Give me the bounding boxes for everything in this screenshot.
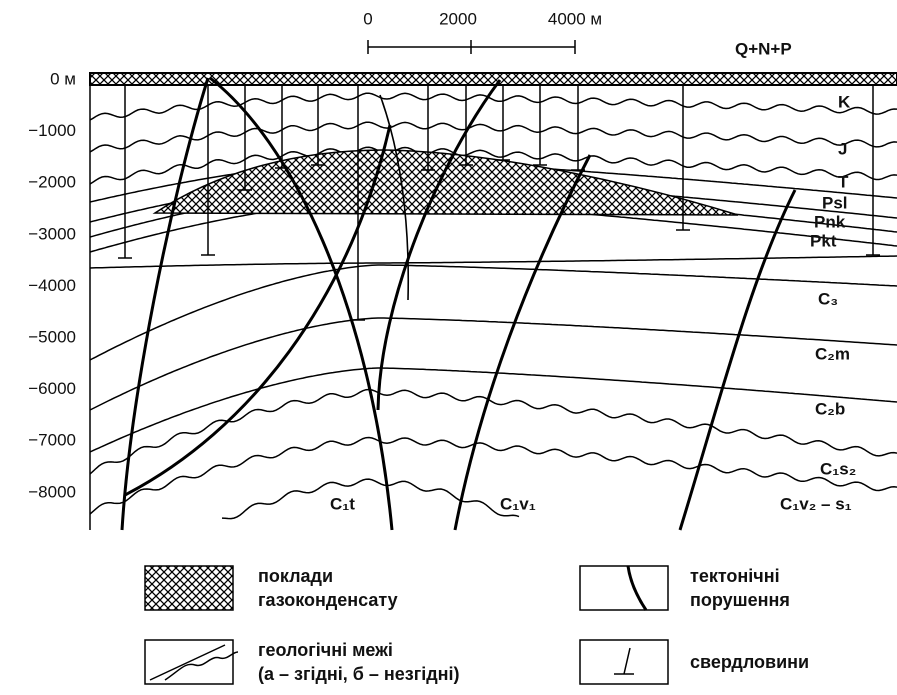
layer-label: Q+N+P <box>735 39 792 58</box>
layer-label: C₂b <box>815 399 845 418</box>
legend-text: геологічні межі <box>258 640 393 660</box>
geological-boundary <box>90 390 897 475</box>
legend-text: поклади <box>258 566 333 586</box>
geological-boundary <box>90 318 897 410</box>
well <box>496 85 510 160</box>
legend-text: свердловини <box>690 652 809 672</box>
layer-label: Psl <box>822 193 848 212</box>
layer-label: C₁v₂ – s₁ <box>780 494 852 513</box>
legend-text: газоконденсату <box>258 590 398 610</box>
layer-label: C₁v₁ <box>500 494 536 513</box>
fault <box>378 80 500 410</box>
depth-label: −6000 <box>28 379 76 398</box>
layer-label: J <box>838 139 847 158</box>
well <box>201 85 215 255</box>
scale-label: 4000 м <box>548 9 602 28</box>
depth-label: −1000 <box>28 121 76 140</box>
layer-label: C₂m <box>815 344 850 363</box>
scale-label: 2000 <box>439 9 477 28</box>
layer-label: Pnk <box>814 212 846 231</box>
scale-bar <box>368 40 575 54</box>
layer-label: C₁t <box>330 494 355 513</box>
fault <box>122 78 208 530</box>
depth-label: −7000 <box>28 431 76 450</box>
legend-text: порушення <box>690 590 790 610</box>
cross-section-diagram: 0 2000 4000 м поклади газоконденсату тек… <box>0 0 897 690</box>
depth-label: −8000 <box>28 482 76 501</box>
well <box>118 85 132 258</box>
well <box>533 85 547 165</box>
layer-label: C₃ <box>818 289 838 308</box>
legend-text: (а – згідні, б – незгідні) <box>258 664 460 684</box>
geological-boundary <box>90 438 897 515</box>
layer-label: Pkt <box>810 231 837 250</box>
scale-label: 0 <box>363 9 372 28</box>
geological-boundary <box>222 479 519 518</box>
depth-label: 0 м <box>50 69 76 88</box>
layer-label: K <box>838 92 851 111</box>
section <box>90 73 897 530</box>
depth-label: −3000 <box>28 224 76 243</box>
geological-boundary <box>90 93 897 120</box>
gas-deposit <box>155 150 738 215</box>
layer-label: T <box>838 172 849 191</box>
geological-boundary <box>90 256 897 268</box>
fault <box>680 190 795 530</box>
layer-label: C₁s₂ <box>820 459 856 478</box>
depth-label: −4000 <box>28 276 76 295</box>
fault <box>210 78 392 530</box>
well <box>571 85 585 170</box>
depth-label: −5000 <box>28 327 76 346</box>
geological-boundary <box>90 122 897 152</box>
legend-text: тектонічні <box>690 566 780 586</box>
depth-label: −2000 <box>28 173 76 192</box>
geological-boundary <box>90 265 897 360</box>
